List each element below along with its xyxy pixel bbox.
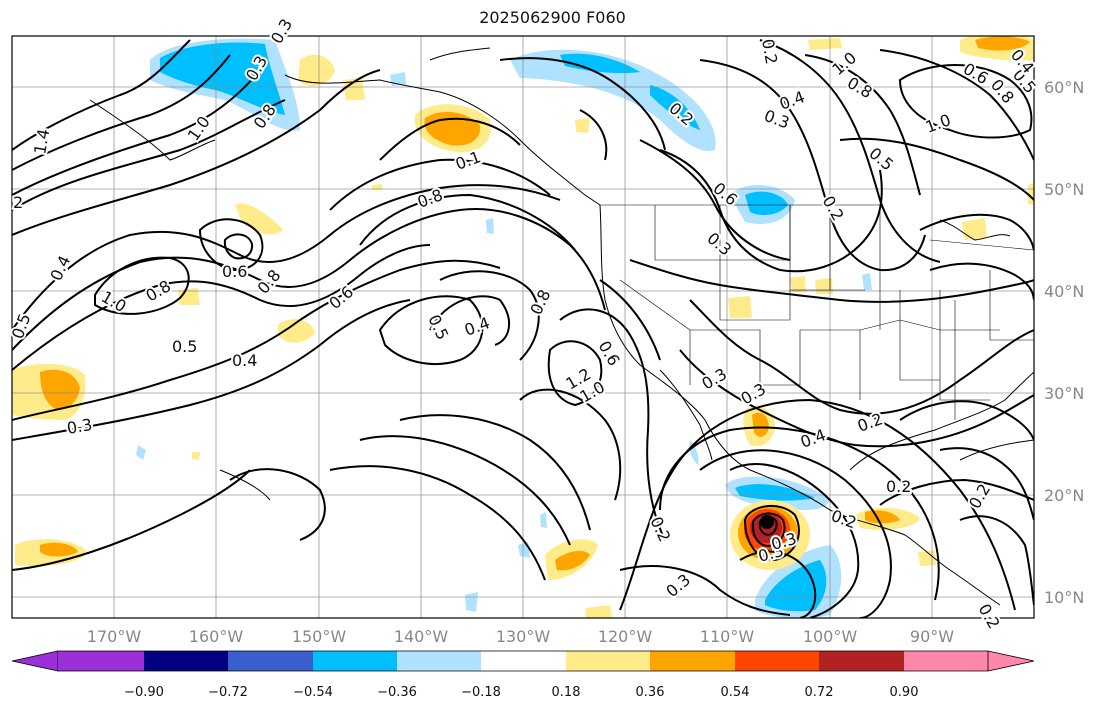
negative-shade xyxy=(862,273,872,290)
colorbar: −0.90 −0.72 −0.54 −0.36 −0.18 0.18 0.36 … xyxy=(11,650,1035,700)
latitude-axis: 60°N 50°N 40°N 30°N 20°N 10°N xyxy=(1044,78,1084,607)
shading-layer xyxy=(12,36,1034,618)
positive-shade xyxy=(40,369,80,410)
lon-tick-label: 110°W xyxy=(700,627,755,646)
colorbar-segment xyxy=(481,651,566,671)
colorbar-segment xyxy=(566,651,650,671)
contour-label: 0.6 xyxy=(222,262,247,281)
negative-shade xyxy=(486,218,494,234)
lat-tick-label: 30°N xyxy=(1044,384,1084,403)
colorbar-tick-label: −0.90 xyxy=(124,685,164,700)
contour-label: 2 xyxy=(13,193,23,212)
contour-lines xyxy=(12,39,1034,618)
colorbar-extend-low xyxy=(11,650,59,672)
positive-shade xyxy=(235,203,283,235)
lon-tick-label: 160°W xyxy=(189,627,244,646)
negative-shade xyxy=(735,484,815,501)
state-borders xyxy=(600,204,1034,420)
positive-shade xyxy=(555,550,590,571)
colorbar-segment xyxy=(650,651,735,671)
lon-tick-label: 100°W xyxy=(803,627,858,646)
lon-tick-label: 130°W xyxy=(496,627,551,646)
positive-shade xyxy=(975,36,1030,51)
map-frame xyxy=(11,35,1035,619)
positive-shade xyxy=(962,218,987,240)
positive-shade xyxy=(372,184,382,190)
colorbar-tick-label: −0.72 xyxy=(208,685,248,700)
positive-shade xyxy=(808,38,842,50)
negative-shade xyxy=(650,85,700,130)
colorbar-tick-label: 0.72 xyxy=(805,685,834,700)
lon-tick-label: 150°W xyxy=(292,627,347,646)
colorbar-tick-label: 0.54 xyxy=(721,685,750,700)
colorbar-tick-label: 0.36 xyxy=(636,685,665,700)
negative-shade xyxy=(160,42,285,115)
coastlines xyxy=(89,47,1034,606)
negative-shade xyxy=(136,445,146,460)
lat-tick-label: 40°N xyxy=(1044,282,1084,301)
positive-shade xyxy=(728,296,752,318)
positive-shade xyxy=(40,542,78,557)
positive-shade xyxy=(278,319,315,343)
lat-tick-label: 50°N xyxy=(1044,180,1084,199)
negative-shade xyxy=(765,560,827,612)
colorbar-tick-label: −0.36 xyxy=(377,685,417,700)
colorbar-segment xyxy=(819,651,904,671)
positive-shade xyxy=(343,78,365,100)
negative-shade xyxy=(465,592,478,612)
lat-tick-label: 10°N xyxy=(1044,588,1084,607)
negative-shade xyxy=(510,49,716,151)
colorbar-segment xyxy=(228,651,313,671)
figure-title: 2025062900 F060 xyxy=(479,8,626,27)
contour-label: 0.4 xyxy=(232,351,257,370)
longitude-axis: 170°W 160°W 150°W 140°W 130°W 120°W 110°… xyxy=(87,627,954,646)
colorbar-tick-label: −0.54 xyxy=(293,685,333,700)
negative-shade xyxy=(560,53,640,74)
lat-tick-label: 20°N xyxy=(1044,486,1084,505)
colorbar-segment xyxy=(397,651,481,671)
lon-tick-label: 170°W xyxy=(87,627,142,646)
negative-shade xyxy=(745,191,788,216)
contour-label: 0.5 xyxy=(172,337,197,356)
negative-shade xyxy=(390,72,406,86)
positive-shade xyxy=(790,276,806,292)
positive-shade xyxy=(298,54,335,87)
lon-tick-label: 120°W xyxy=(598,627,653,646)
colorbar-segment xyxy=(904,651,988,671)
colorbar-tick-label: 0.18 xyxy=(552,685,581,700)
colorbar-segment xyxy=(144,651,228,671)
lon-tick-label: 140°W xyxy=(394,627,449,646)
gridlines xyxy=(12,36,1034,618)
colorbar-tick-label: −0.18 xyxy=(461,685,501,700)
colorbar-segment xyxy=(58,651,144,671)
positive-shade xyxy=(575,118,590,133)
lat-tick-label: 60°N xyxy=(1044,78,1084,97)
contour-label: 0.2 xyxy=(886,477,911,496)
colorbar-tick-label: 0.90 xyxy=(890,685,919,700)
positive-shade xyxy=(918,550,936,566)
colorbar-segment xyxy=(735,651,819,671)
colorbar-segment xyxy=(313,651,397,671)
positive-shade xyxy=(585,605,612,618)
lon-tick-label: 90°W xyxy=(910,627,954,646)
positive-shade xyxy=(192,452,200,460)
negative-shade xyxy=(540,512,547,528)
colorbar-extend-high xyxy=(987,650,1035,672)
positive-shade xyxy=(752,412,769,437)
